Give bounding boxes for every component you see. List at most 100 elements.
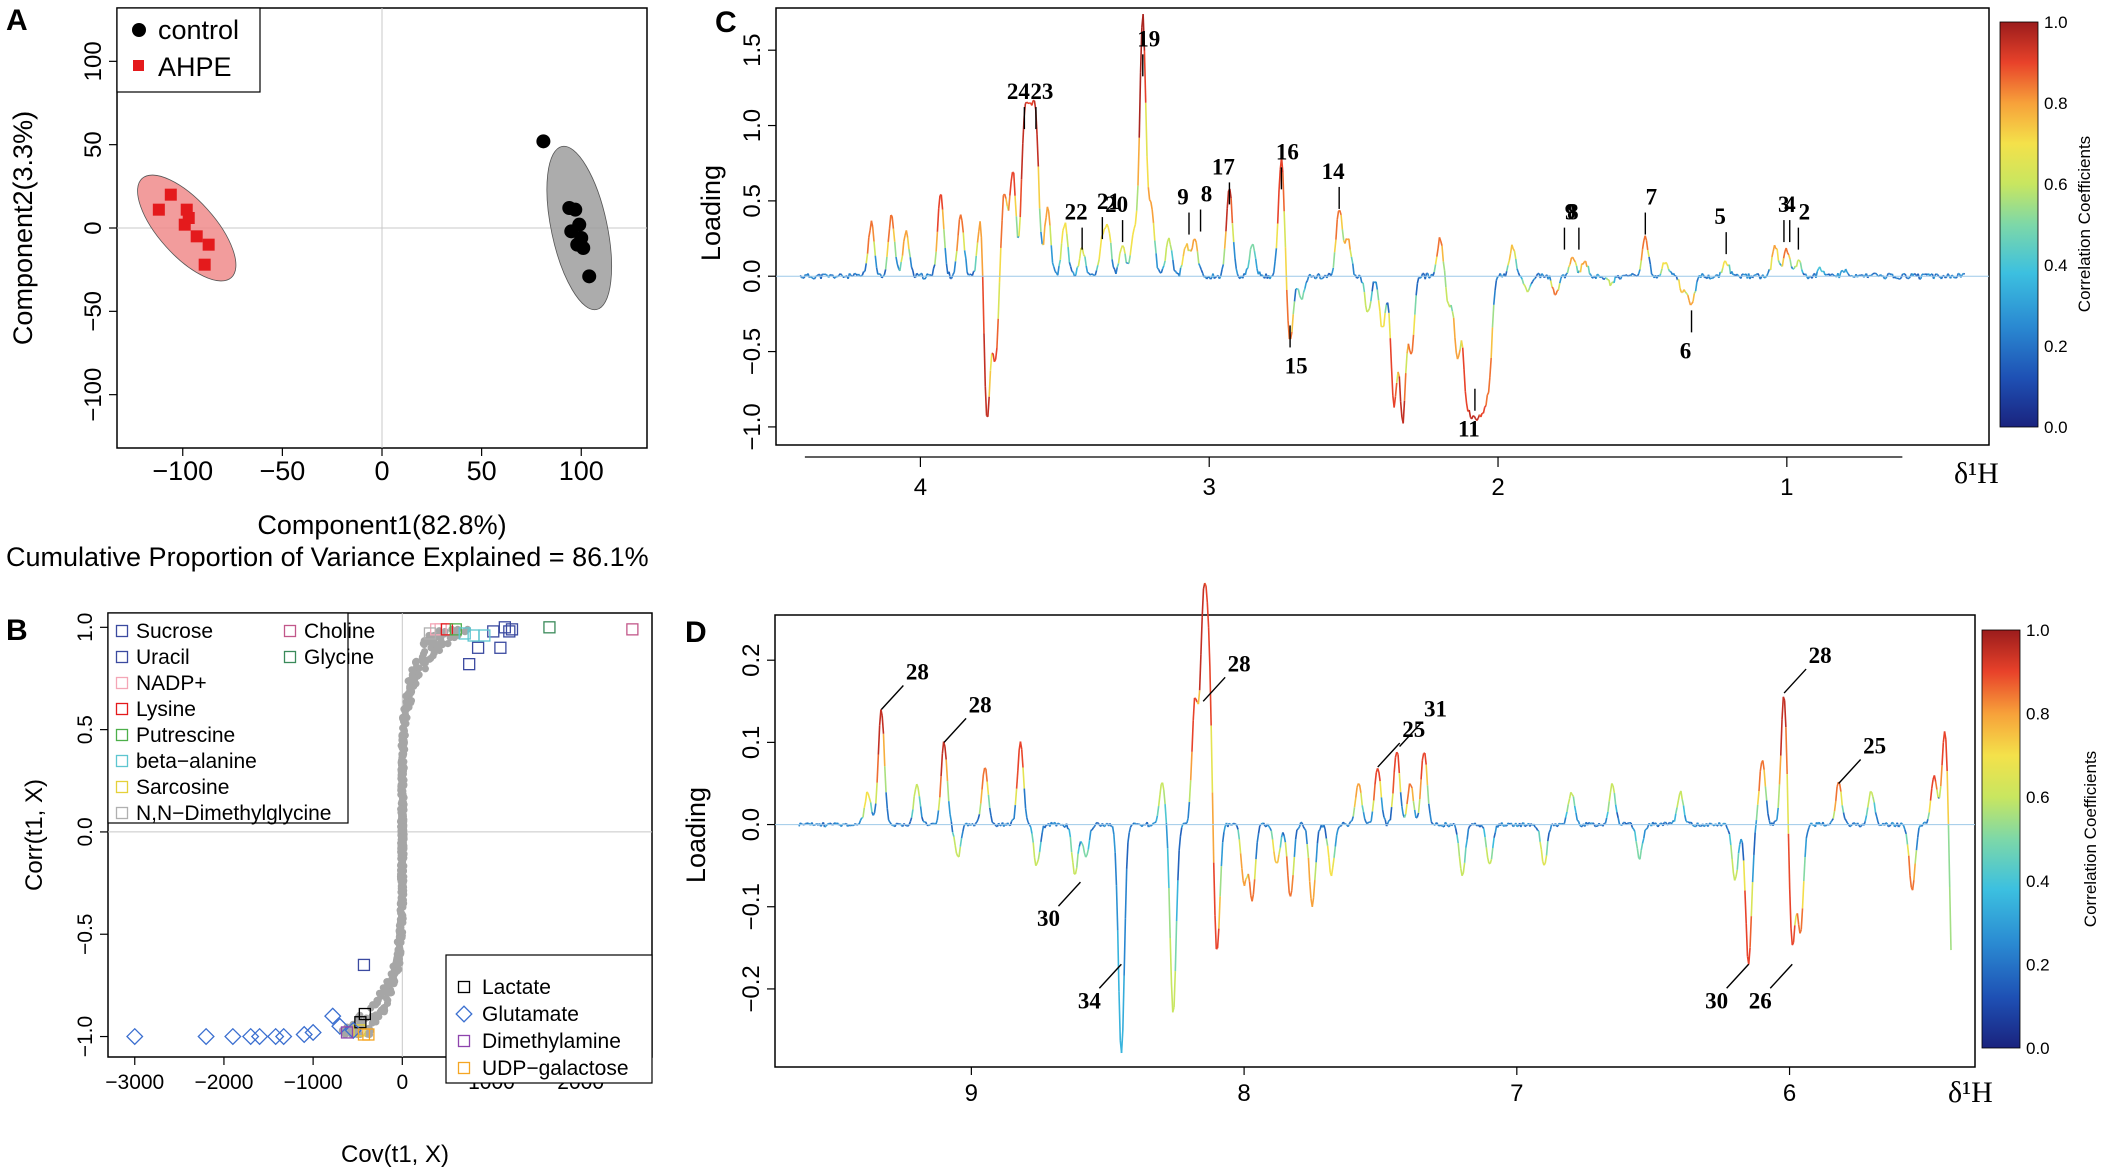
spectrum-segment xyxy=(1241,868,1244,881)
panel-a-pca-scores: −100 −50 0 50 100 −100 −50 0 50 100 Component1(8… xyxy=(6,7,649,572)
marker-glutamate xyxy=(304,1023,322,1042)
spectrum-segment xyxy=(825,273,828,277)
spectrum-segment xyxy=(804,822,808,825)
spectrum-segment xyxy=(976,231,980,243)
spectrum-segment xyxy=(994,347,998,360)
spectrum-segment xyxy=(1795,260,1799,267)
spectrum-segment xyxy=(1168,237,1172,245)
spectrum-segment xyxy=(1765,800,1769,814)
spectrum-segment xyxy=(1454,828,1458,835)
spectrum-segment xyxy=(1018,217,1022,237)
spectrum-segment xyxy=(872,812,876,816)
spectrum-segment xyxy=(1186,817,1189,824)
spectrum-segment xyxy=(1318,829,1321,832)
legend-bottom: Lactate Glutamate Dimethylamine UDP−galacto… xyxy=(445,954,653,1084)
loading-spectrum xyxy=(775,582,1975,1054)
spectrum-segment xyxy=(1398,376,1402,402)
s-plot-point xyxy=(399,724,407,732)
spectrum-segment xyxy=(858,820,862,825)
spectrum-segment xyxy=(931,268,935,276)
legend-box-bottom xyxy=(445,954,653,1084)
spectrum-segment xyxy=(1476,417,1479,421)
spectrum-segment xyxy=(993,359,997,363)
marker-glycine xyxy=(283,650,297,664)
spectrum-segment xyxy=(1128,826,1132,833)
spectrum-segment xyxy=(1771,250,1775,258)
spectrum-segment xyxy=(1495,276,1499,281)
spectrum-segment xyxy=(1143,50,1147,103)
spectrum-segment xyxy=(1067,246,1071,263)
spectrum-segment xyxy=(919,806,923,818)
spectrum-segment xyxy=(1778,755,1782,785)
spectrum-segment xyxy=(1209,277,1213,280)
spectrum-segment xyxy=(1124,253,1128,264)
spectrum-segment xyxy=(1368,301,1372,309)
spectrum-segment xyxy=(1109,242,1113,260)
spectrum-segment xyxy=(1206,602,1210,628)
spectrum-segment xyxy=(1605,811,1609,819)
s-plot-point xyxy=(405,689,413,697)
spectrum-segment xyxy=(1443,270,1447,288)
spectrum-segment xyxy=(1886,272,1890,277)
spectrum-segment xyxy=(868,230,871,238)
spectrum-segment xyxy=(1851,822,1855,825)
annotation-label: 19 xyxy=(1137,26,1160,51)
spectrum-segment xyxy=(1798,259,1802,263)
colorbar-tick-label: 0.4 xyxy=(2044,256,2068,275)
spectrum-segment xyxy=(1010,818,1014,822)
spectrum-segment xyxy=(929,274,932,277)
spectrum-segment xyxy=(865,253,869,264)
spectrum-segment xyxy=(942,741,946,747)
spectrum-segment xyxy=(1253,250,1257,259)
spectrum-segment xyxy=(1095,821,1098,825)
s-plot-point xyxy=(399,790,407,798)
spectrum-segment xyxy=(1244,268,1248,275)
spectrum-segment xyxy=(1889,273,1892,276)
spectrum-segment xyxy=(1119,249,1122,254)
spectrum-segment xyxy=(1404,803,1408,815)
spectrum-segment xyxy=(1389,807,1393,821)
marker-lysine xyxy=(440,623,454,636)
spectrum-segment xyxy=(1494,280,1498,291)
spectrum-segment xyxy=(1934,781,1938,790)
spectrum-segment xyxy=(1841,805,1845,813)
spectrum-segment xyxy=(1351,816,1355,822)
spectrum-segment xyxy=(1221,264,1225,270)
spectrum-segment xyxy=(1489,859,1493,864)
spectrum-segment xyxy=(1020,749,1024,768)
colorbar-tick-label: 0.4 xyxy=(2026,872,2050,891)
spectrum-segment xyxy=(1764,786,1768,801)
spectrum-segment xyxy=(1480,412,1483,418)
annotation-leader xyxy=(1057,881,1081,907)
spectrum-segment xyxy=(1576,819,1580,822)
spectrum-segment xyxy=(1077,846,1081,854)
spectrum-segment xyxy=(1371,800,1375,812)
spectrum-segment xyxy=(1623,821,1625,824)
legend-label: Sucrose xyxy=(136,620,213,643)
spectrum-segment xyxy=(1335,829,1339,836)
spectrum-segment xyxy=(1075,267,1078,275)
spectrum-segment xyxy=(1565,272,1569,275)
spectrum-segment xyxy=(1014,788,1018,806)
spectrum-segment xyxy=(1538,831,1541,842)
spectrum-segment xyxy=(1859,825,1862,828)
marker-putrescine xyxy=(449,623,462,636)
panel-letter-d: D xyxy=(685,616,707,649)
spectrum-segment xyxy=(1419,779,1422,800)
spectrum-segment xyxy=(1056,265,1060,276)
spectrum-segment xyxy=(1664,821,1668,825)
spectrum-segment xyxy=(1693,290,1697,294)
spectrum-segment xyxy=(1548,829,1552,834)
point-ahpe xyxy=(198,258,211,271)
spectrum-segment xyxy=(1178,836,1182,851)
spectrum-segment xyxy=(895,256,899,265)
spectrum-segment xyxy=(864,791,868,802)
spectrum-segment xyxy=(1434,256,1438,265)
spectrum-segment xyxy=(1946,771,1950,825)
s-plot-point xyxy=(397,915,405,923)
annotation-label: 23 xyxy=(1030,79,1053,104)
spectrum-segment xyxy=(892,228,896,242)
spectrum-segment xyxy=(1726,827,1730,831)
spectrum-segment xyxy=(1388,312,1392,339)
spectrum-segment xyxy=(1558,277,1562,284)
